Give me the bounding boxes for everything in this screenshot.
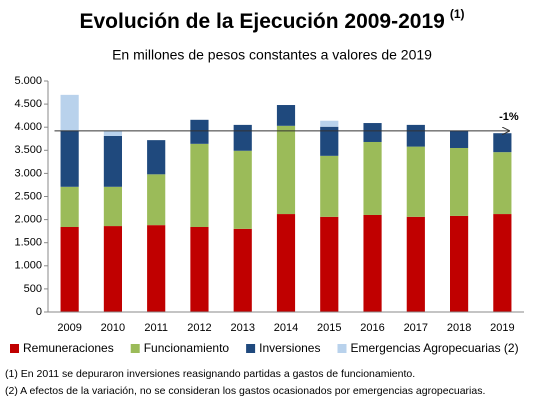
- footnote: (1) En 2011 se depuraron inversiones rea…: [5, 368, 415, 380]
- bar-segment: [147, 225, 166, 312]
- bar-segment: [190, 119, 209, 144]
- bar-segment: [450, 147, 469, 216]
- bar-segment: [233, 228, 252, 312]
- bar-segment: [320, 216, 339, 312]
- title-superscript: (1): [450, 7, 465, 21]
- x-tick-label: 2019: [490, 322, 514, 334]
- x-tick-label: 2009: [57, 322, 81, 334]
- x-tick-label: 2015: [317, 322, 341, 334]
- bar-segment: [103, 130, 122, 136]
- bar-segment: [320, 120, 339, 127]
- bar-segment: [493, 152, 512, 215]
- bar-segment: [276, 125, 296, 215]
- y-tick-label: 4.000: [14, 121, 42, 133]
- reference-label: -1%: [499, 111, 519, 123]
- bar-segment: [233, 124, 252, 151]
- x-tick-label: 2016: [360, 322, 384, 334]
- title-text: Evolución de la Ejecución 2009-2019: [80, 10, 445, 33]
- bar-segment: [60, 226, 79, 312]
- bar-segment: [493, 214, 512, 312]
- chart-title: Evolución de la Ejecución 2009-2019 (1): [80, 7, 465, 32]
- bar-segment: [363, 141, 382, 215]
- bar-segment: [406, 216, 425, 312]
- x-tick-label: 2014: [274, 322, 298, 334]
- bar-segment: [493, 133, 512, 153]
- y-tick-label: 1.500: [14, 237, 42, 249]
- bar-segment: [147, 174, 166, 226]
- bar-segment: [60, 94, 79, 131]
- legend-swatch: [246, 344, 256, 353]
- bar-segment: [406, 124, 425, 147]
- legend-swatch: [130, 344, 140, 353]
- bar-segment: [276, 105, 296, 126]
- y-tick-label: 3.500: [14, 144, 42, 156]
- legend-label: Inversiones: [259, 341, 320, 355]
- bar-segment: [320, 126, 339, 156]
- bar-segment: [103, 186, 122, 227]
- bar-segment: [450, 130, 469, 148]
- legend-label: Funcionamiento: [144, 341, 230, 355]
- y-tick-label: 3.000: [14, 167, 42, 179]
- x-tick-label: 2018: [447, 322, 471, 334]
- legend-swatch: [337, 344, 347, 353]
- y-tick-label: 1.000: [14, 260, 42, 272]
- y-tick-label: 5.000: [14, 75, 42, 87]
- x-tick-label: 2010: [101, 322, 125, 334]
- bar-segment: [363, 214, 382, 312]
- bar-segment: [406, 146, 425, 217]
- y-tick-label: 0: [36, 306, 42, 318]
- legend-label: Remuneraciones: [23, 341, 114, 355]
- legend-swatch: [10, 344, 19, 353]
- bar-segment: [450, 215, 469, 312]
- bar-segment: [190, 143, 209, 227]
- bar-segment: [60, 186, 79, 227]
- legend-label: Emergencias Agropecuarias (2): [350, 341, 518, 355]
- y-tick-label: 2.000: [14, 214, 42, 226]
- y-tick-label: 500: [24, 283, 42, 295]
- bar-segment: [276, 214, 296, 312]
- bar-segment: [103, 135, 122, 187]
- bar-segment: [233, 150, 252, 229]
- x-tick-label: 2012: [187, 322, 211, 334]
- chart-subtitle: En millones de pesos constantes a valore…: [112, 47, 432, 63]
- bar-segment: [147, 140, 166, 175]
- x-tick-label: 2017: [404, 322, 428, 334]
- footnote: (2) A efectos de la variación, no se con…: [5, 385, 485, 397]
- y-tick-label: 4.500: [14, 98, 42, 110]
- bar-segment: [190, 226, 209, 312]
- x-tick-label: 2013: [230, 322, 254, 334]
- bar-segment: [363, 123, 382, 142]
- bar-segment: [103, 226, 122, 312]
- x-tick-label: 2011: [144, 322, 168, 334]
- y-tick-label: 2.500: [14, 190, 42, 202]
- bar-segment: [320, 155, 339, 217]
- bar-segment: [60, 130, 79, 187]
